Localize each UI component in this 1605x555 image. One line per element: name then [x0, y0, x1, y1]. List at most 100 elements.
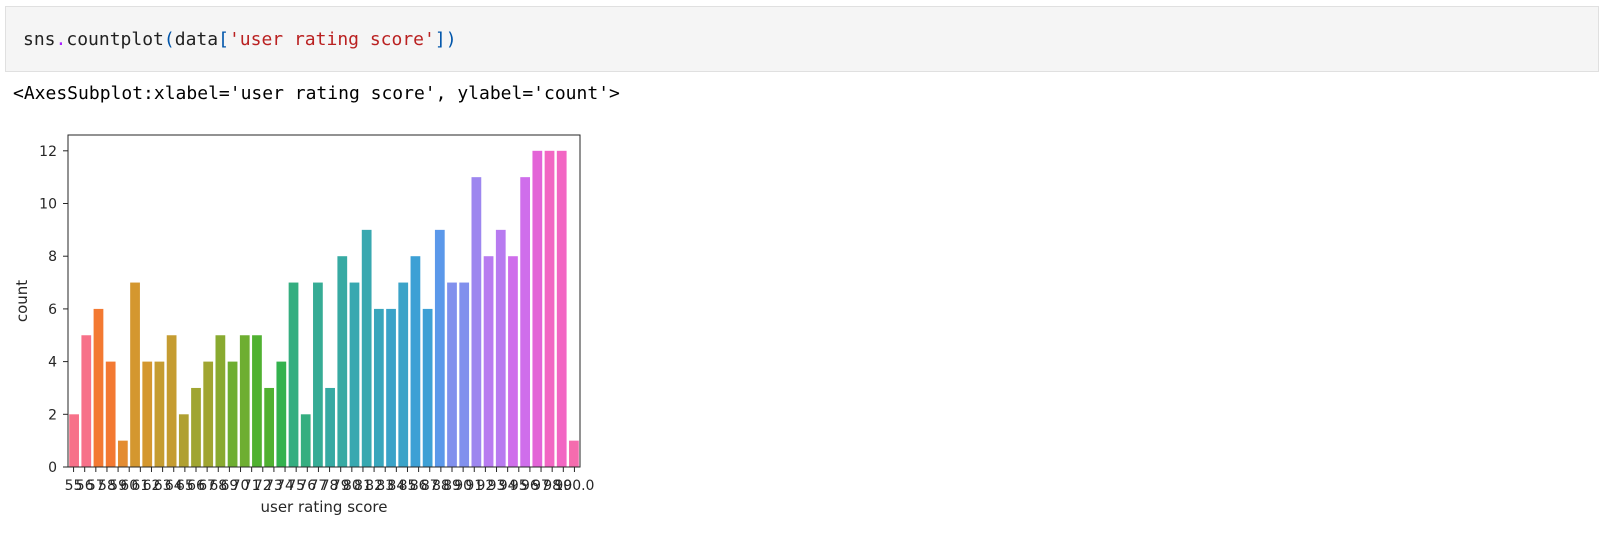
x-tick-label: 95	[510, 478, 528, 494]
x-tick-label: 92	[476, 478, 494, 494]
bar	[130, 282, 140, 467]
bar	[117, 440, 128, 467]
x-tick-label: 73	[265, 478, 283, 494]
x-tick-label: 78	[321, 478, 339, 494]
bar	[313, 282, 323, 467]
x-tick-label: 66	[187, 478, 205, 494]
x-tick-label: 74	[276, 478, 294, 494]
x-tick-label: 82	[365, 478, 383, 494]
x-tick-label: 65	[176, 478, 194, 494]
x-tick-label: 77	[310, 478, 328, 494]
axes-frame	[67, 134, 581, 468]
bar	[178, 414, 189, 467]
bar	[410, 256, 421, 467]
y-tick-label: 12	[39, 144, 57, 160]
x-tick-label: 69	[220, 478, 238, 494]
bar	[349, 282, 360, 467]
bar	[264, 387, 275, 467]
bar	[337, 256, 348, 467]
y-tick-label: 6	[48, 302, 57, 318]
x-tick-label: 81	[354, 478, 372, 494]
y-tick-label: 0	[48, 460, 57, 476]
y-tick-label: 2	[48, 407, 57, 423]
x-tick-label: 61	[131, 478, 149, 494]
code-input[interactable]: sns.countplot(data['user rating score'])	[23, 29, 457, 50]
bar	[325, 387, 335, 467]
code-token-string: 'user rating score'	[228, 29, 435, 50]
output-repr: <AxesSubplot:xlabel='user rating score',…	[13, 83, 620, 104]
code-token-dot: .	[55, 29, 67, 50]
x-tick-label: 99	[554, 478, 572, 494]
bar	[447, 282, 457, 467]
bar	[154, 361, 165, 467]
bar	[569, 440, 579, 467]
bar	[288, 282, 299, 467]
x-tick-label: 75	[287, 478, 305, 494]
bar	[105, 361, 116, 467]
x-tick-label: 63	[154, 478, 172, 494]
x-tick-label: 98	[543, 478, 561, 494]
x-tick-label: 86	[410, 478, 428, 494]
x-tick-label: 57	[87, 478, 105, 494]
x-tick-label: 80	[343, 478, 361, 494]
bar	[508, 256, 518, 467]
bar	[495, 229, 506, 467]
bar	[191, 387, 201, 467]
x-tick-label: 72	[254, 478, 272, 494]
bar	[69, 414, 79, 467]
code-token-open-bracket: [	[218, 29, 229, 50]
bar	[142, 361, 153, 467]
x-tick-label: 79	[332, 478, 350, 494]
x-tick-label: 89	[443, 478, 461, 494]
x-tick-label: 55	[65, 478, 83, 494]
x-tick-label: 64	[165, 478, 183, 494]
y-axis-label: count	[13, 280, 31, 322]
bar	[361, 229, 372, 467]
x-tick-label: 84	[387, 478, 405, 494]
x-tick-label: 96	[521, 478, 539, 494]
code-token-variable: data	[174, 29, 219, 50]
x-tick-label: 67	[198, 478, 216, 494]
bar	[81, 335, 92, 467]
bar	[300, 414, 311, 467]
x-tick-label: 70	[232, 478, 250, 494]
bar	[386, 308, 396, 467]
x-tick-label: 83	[376, 478, 394, 494]
x-tick-label: 85	[399, 478, 417, 494]
x-tick-label: 88	[432, 478, 450, 494]
bar	[434, 229, 445, 467]
x-tick-label: 56	[76, 478, 94, 494]
y-tick-label: 8	[48, 249, 57, 265]
bar	[373, 308, 384, 467]
x-tick-label: 94	[499, 478, 517, 494]
code-token-close-paren: )	[445, 29, 457, 50]
bar	[166, 335, 177, 467]
y-tick-label: 4	[48, 355, 57, 371]
code-cell[interactable]: sns.countplot(data['user rating score'])	[5, 6, 1599, 72]
x-tick-label: 59	[109, 478, 127, 494]
code-token-open-paren: (	[163, 29, 175, 50]
x-tick-label: 68	[209, 478, 227, 494]
x-tick-label: 91	[465, 478, 483, 494]
bar	[215, 335, 226, 467]
x-tick-label: 76	[298, 478, 316, 494]
bar	[93, 308, 104, 467]
bar	[520, 177, 531, 467]
bar	[483, 256, 494, 467]
code-token-module: sns	[23, 29, 56, 50]
x-tick-label: 90	[454, 478, 472, 494]
x-axis-label: user rating score	[261, 498, 388, 516]
code-token-function: countplot	[66, 29, 164, 50]
bar	[532, 150, 543, 468]
x-tick-label: 71	[243, 478, 261, 494]
bar	[471, 177, 482, 467]
x-tick-label: 100.0	[554, 478, 594, 494]
bar	[544, 150, 555, 468]
bar	[459, 282, 470, 467]
x-tick-label: 97	[532, 478, 550, 494]
x-tick-label: 87	[421, 478, 439, 494]
x-tick-label: 60	[120, 478, 138, 494]
x-tick-label: 62	[143, 478, 161, 494]
bar	[276, 361, 287, 467]
